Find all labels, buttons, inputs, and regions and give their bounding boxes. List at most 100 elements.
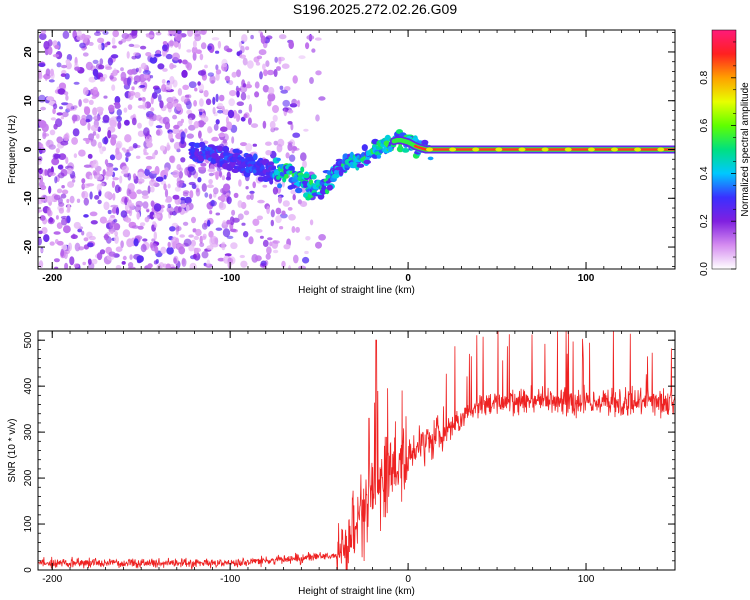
carrier-bead [472, 147, 480, 152]
noise-blob [82, 261, 86, 266]
noise-blob [235, 113, 240, 122]
noise-blob [81, 178, 86, 184]
noise-blob [123, 107, 128, 113]
noise-blob [189, 190, 194, 199]
ridge-blob [217, 145, 224, 152]
colorbar-ticks: 0.0 0.2 0.4 0.6 0.8 [699, 41, 736, 276]
noise-blob [222, 139, 227, 144]
noise-blob [63, 133, 69, 142]
noise-blob [96, 252, 103, 261]
noise-blob [38, 63, 46, 67]
noise-blob [157, 63, 165, 70]
noise-blob [287, 207, 293, 211]
snr-ticks: -200 -100 0 100 0 100 200 300 400 500 [23, 330, 676, 585]
noise-blob [186, 49, 192, 53]
ridge-blob [356, 163, 365, 168]
noise-blob [137, 105, 146, 109]
noise-blob [155, 176, 164, 182]
noise-blob [48, 172, 56, 177]
noise-blob [213, 123, 219, 131]
ridge-blob [326, 184, 333, 191]
ridge-blob [267, 161, 275, 165]
noise-blob [258, 30, 262, 34]
noise-blob [167, 203, 172, 209]
noise-blob [154, 87, 162, 94]
noise-blob [131, 86, 135, 91]
snr-series-line [38, 331, 675, 570]
noise-blob [162, 116, 170, 125]
noise-blob [247, 94, 251, 100]
noise-blob [112, 193, 116, 201]
noise-blob [122, 255, 127, 261]
noise-blob [277, 138, 285, 147]
noise-blob [60, 193, 67, 199]
noise-blob [104, 159, 109, 166]
noise-blob [121, 147, 126, 151]
noise-blob [97, 141, 102, 149]
noise-blob [272, 186, 278, 195]
noise-blob [39, 215, 46, 221]
noise-blob [259, 71, 263, 80]
ridge-blob [268, 166, 273, 171]
noise-blob [112, 30, 119, 38]
noise-blob [115, 147, 120, 155]
noise-blob [113, 68, 117, 77]
noise-blob [302, 256, 310, 264]
noise-blob [87, 242, 94, 248]
noise-blob [109, 154, 116, 161]
noise-blob [168, 30, 176, 35]
noise-blob [298, 265, 306, 269]
noise-blob [186, 94, 192, 99]
noise-blob [293, 254, 299, 264]
noise-blob [49, 241, 55, 246]
noise-blob [60, 116, 65, 120]
noise-blob [40, 143, 44, 150]
noise-blob [277, 56, 286, 62]
noise-blob [163, 174, 167, 180]
noise-blob [189, 262, 197, 269]
ridge-blob [302, 173, 310, 179]
noise-blob [180, 203, 187, 208]
noise-blob [242, 83, 247, 88]
noise-blob [306, 35, 315, 40]
carrier-bead [657, 147, 665, 152]
noise-blob [138, 181, 143, 185]
noise-blob [272, 114, 278, 122]
noise-blob [116, 115, 122, 122]
noise-blob [111, 84, 116, 91]
ridge-blob [223, 147, 229, 153]
noise-blob [188, 181, 196, 186]
noise-blob [72, 128, 80, 137]
noise-blob [145, 155, 154, 160]
noise-blob [186, 100, 192, 110]
noise-blob [137, 225, 144, 230]
noise-blob [281, 260, 286, 268]
noise-blob [115, 246, 123, 252]
noise-blob [280, 89, 289, 94]
noise-blob [215, 50, 220, 54]
noise-blob [193, 30, 201, 37]
snr-y-axis-label: SNR (10 * v/v) [7, 419, 18, 483]
noise-blob [265, 253, 271, 260]
noise-blob [247, 60, 254, 69]
noise-blob [82, 35, 88, 44]
noise-blob [174, 186, 181, 192]
noise-blob [115, 265, 122, 269]
noise-blob [114, 231, 118, 237]
noise-blob [38, 230, 43, 235]
noise-blob [219, 170, 223, 178]
noise-blob [81, 191, 85, 198]
noise-blob [272, 240, 280, 244]
noise-blob [109, 120, 117, 128]
spectrogram-y-axis-label: Frequency (Hz) [7, 115, 18, 184]
noise-blob [221, 241, 226, 251]
noise-blob [143, 74, 149, 79]
ridge-blob [284, 173, 289, 179]
ridge-blob [269, 178, 274, 185]
noise-blob [63, 225, 71, 234]
noise-blob [137, 130, 145, 137]
noise-blob [180, 157, 186, 163]
noise-blob [105, 170, 114, 177]
noise-blob [125, 152, 132, 157]
noise-blob [99, 58, 104, 65]
